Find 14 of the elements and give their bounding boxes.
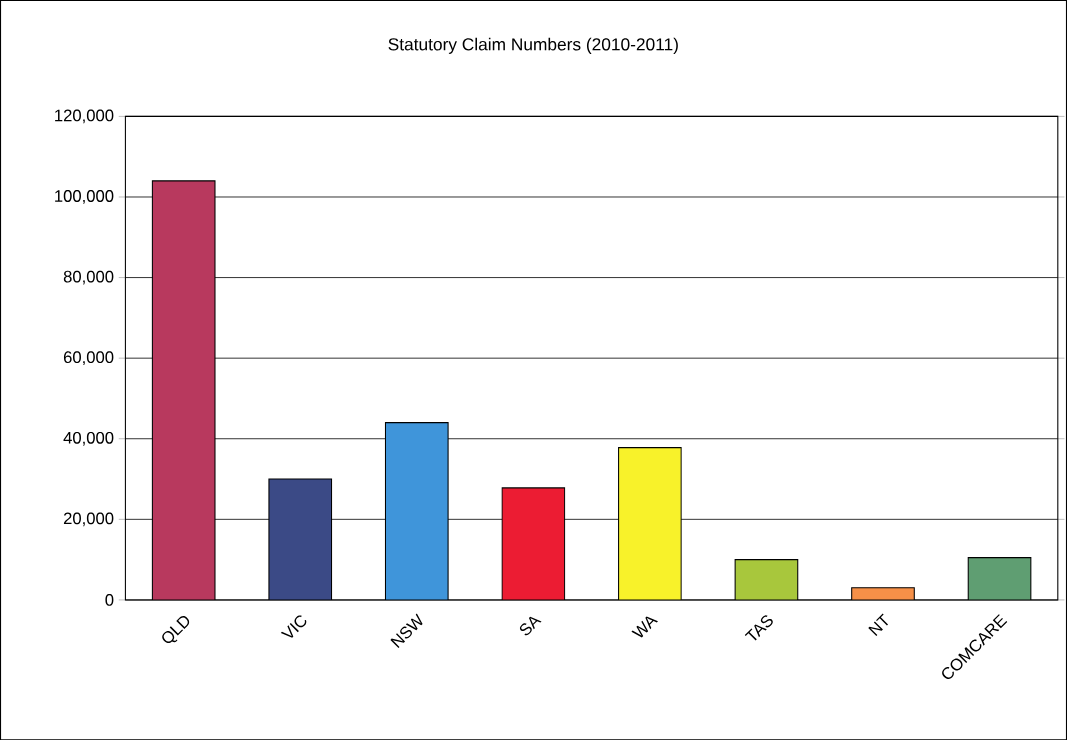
x-tick-label: QLD [162,615,190,643]
y-tick-label: 20,000 [63,512,114,527]
y-tick-label: 40,000 [63,431,114,446]
x-tick-label: NT [868,613,889,636]
y-tick-label: 0 [105,593,114,606]
x-tick-label: VIC [280,615,307,638]
chart-title: Statutory Claim Numbers (2010-2011) [388,37,678,54]
x-tick-label: TAS [744,615,773,641]
y-tick-label: 120,000 [55,109,114,124]
y-tick-label: 60,000 [63,351,114,365]
y-tick-label: 100,000 [55,189,114,204]
y-tick-label: 80,000 [63,270,114,285]
x-tick-label: WA [631,616,658,638]
x-tick-label: SA [519,616,542,636]
